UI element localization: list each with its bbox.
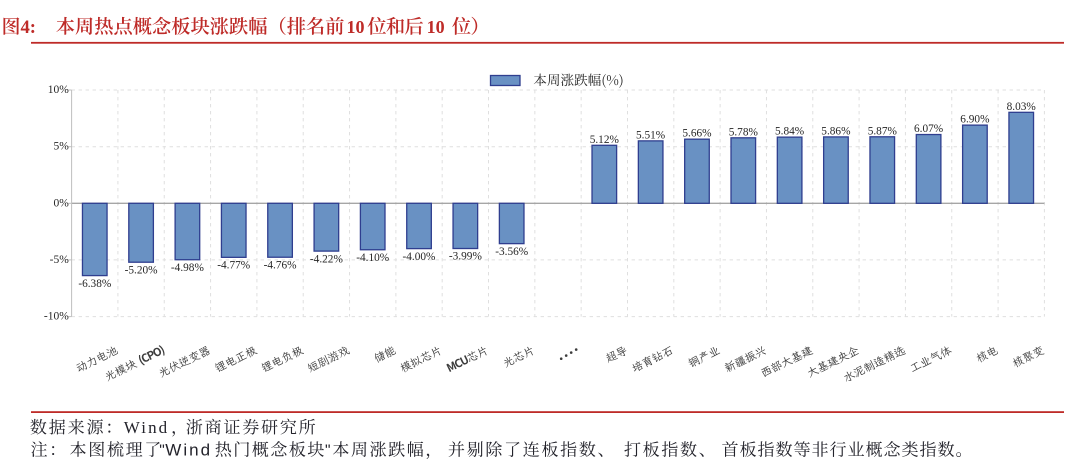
svg-text:-6.38%: -6.38% xyxy=(78,278,112,290)
svg-text:4:: 4: xyxy=(21,17,37,38)
svg-text:5.51%: 5.51% xyxy=(636,129,666,141)
svg-text:Wind: Wind xyxy=(124,418,170,437)
svg-text:-4.00%: -4.00% xyxy=(403,251,437,263)
svg-text:5.66%: 5.66% xyxy=(682,128,712,140)
svg-text:0%: 0% xyxy=(53,197,69,209)
svg-text:Wind: Wind xyxy=(165,441,212,460)
svg-text:-5%: -5% xyxy=(50,254,70,266)
svg-text:-3.99%: -3.99% xyxy=(449,251,483,263)
svg-text:5.86%: 5.86% xyxy=(821,125,851,137)
svg-text:5.78%: 5.78% xyxy=(729,126,759,138)
svg-text:5.84%: 5.84% xyxy=(775,126,805,138)
svg-text:-4.98%: -4.98% xyxy=(171,262,205,274)
svg-text:": " xyxy=(159,443,165,460)
svg-text:8.03%: 8.03% xyxy=(1007,101,1037,113)
svg-text:-3.56%: -3.56% xyxy=(495,246,529,258)
svg-text:5.12%: 5.12% xyxy=(590,134,620,146)
svg-text:-4.10%: -4.10% xyxy=(356,252,390,264)
svg-text:-10%: -10% xyxy=(44,311,69,323)
svg-text:-4.22%: -4.22% xyxy=(310,253,344,265)
svg-text:": " xyxy=(325,443,331,460)
svg-text:6.90%: 6.90% xyxy=(960,114,990,126)
svg-text:-4.76%: -4.76% xyxy=(264,259,298,271)
svg-text:10%: 10% xyxy=(48,84,70,96)
svg-text:10: 10 xyxy=(427,17,445,37)
svg-text:-5.20%: -5.20% xyxy=(125,264,159,276)
svg-text:5%: 5% xyxy=(53,141,69,153)
svg-text:-4.77%: -4.77% xyxy=(217,260,251,272)
svg-text:5.87%: 5.87% xyxy=(868,125,898,137)
svg-text:6.07%: 6.07% xyxy=(914,123,944,135)
svg-text:10: 10 xyxy=(347,17,365,37)
